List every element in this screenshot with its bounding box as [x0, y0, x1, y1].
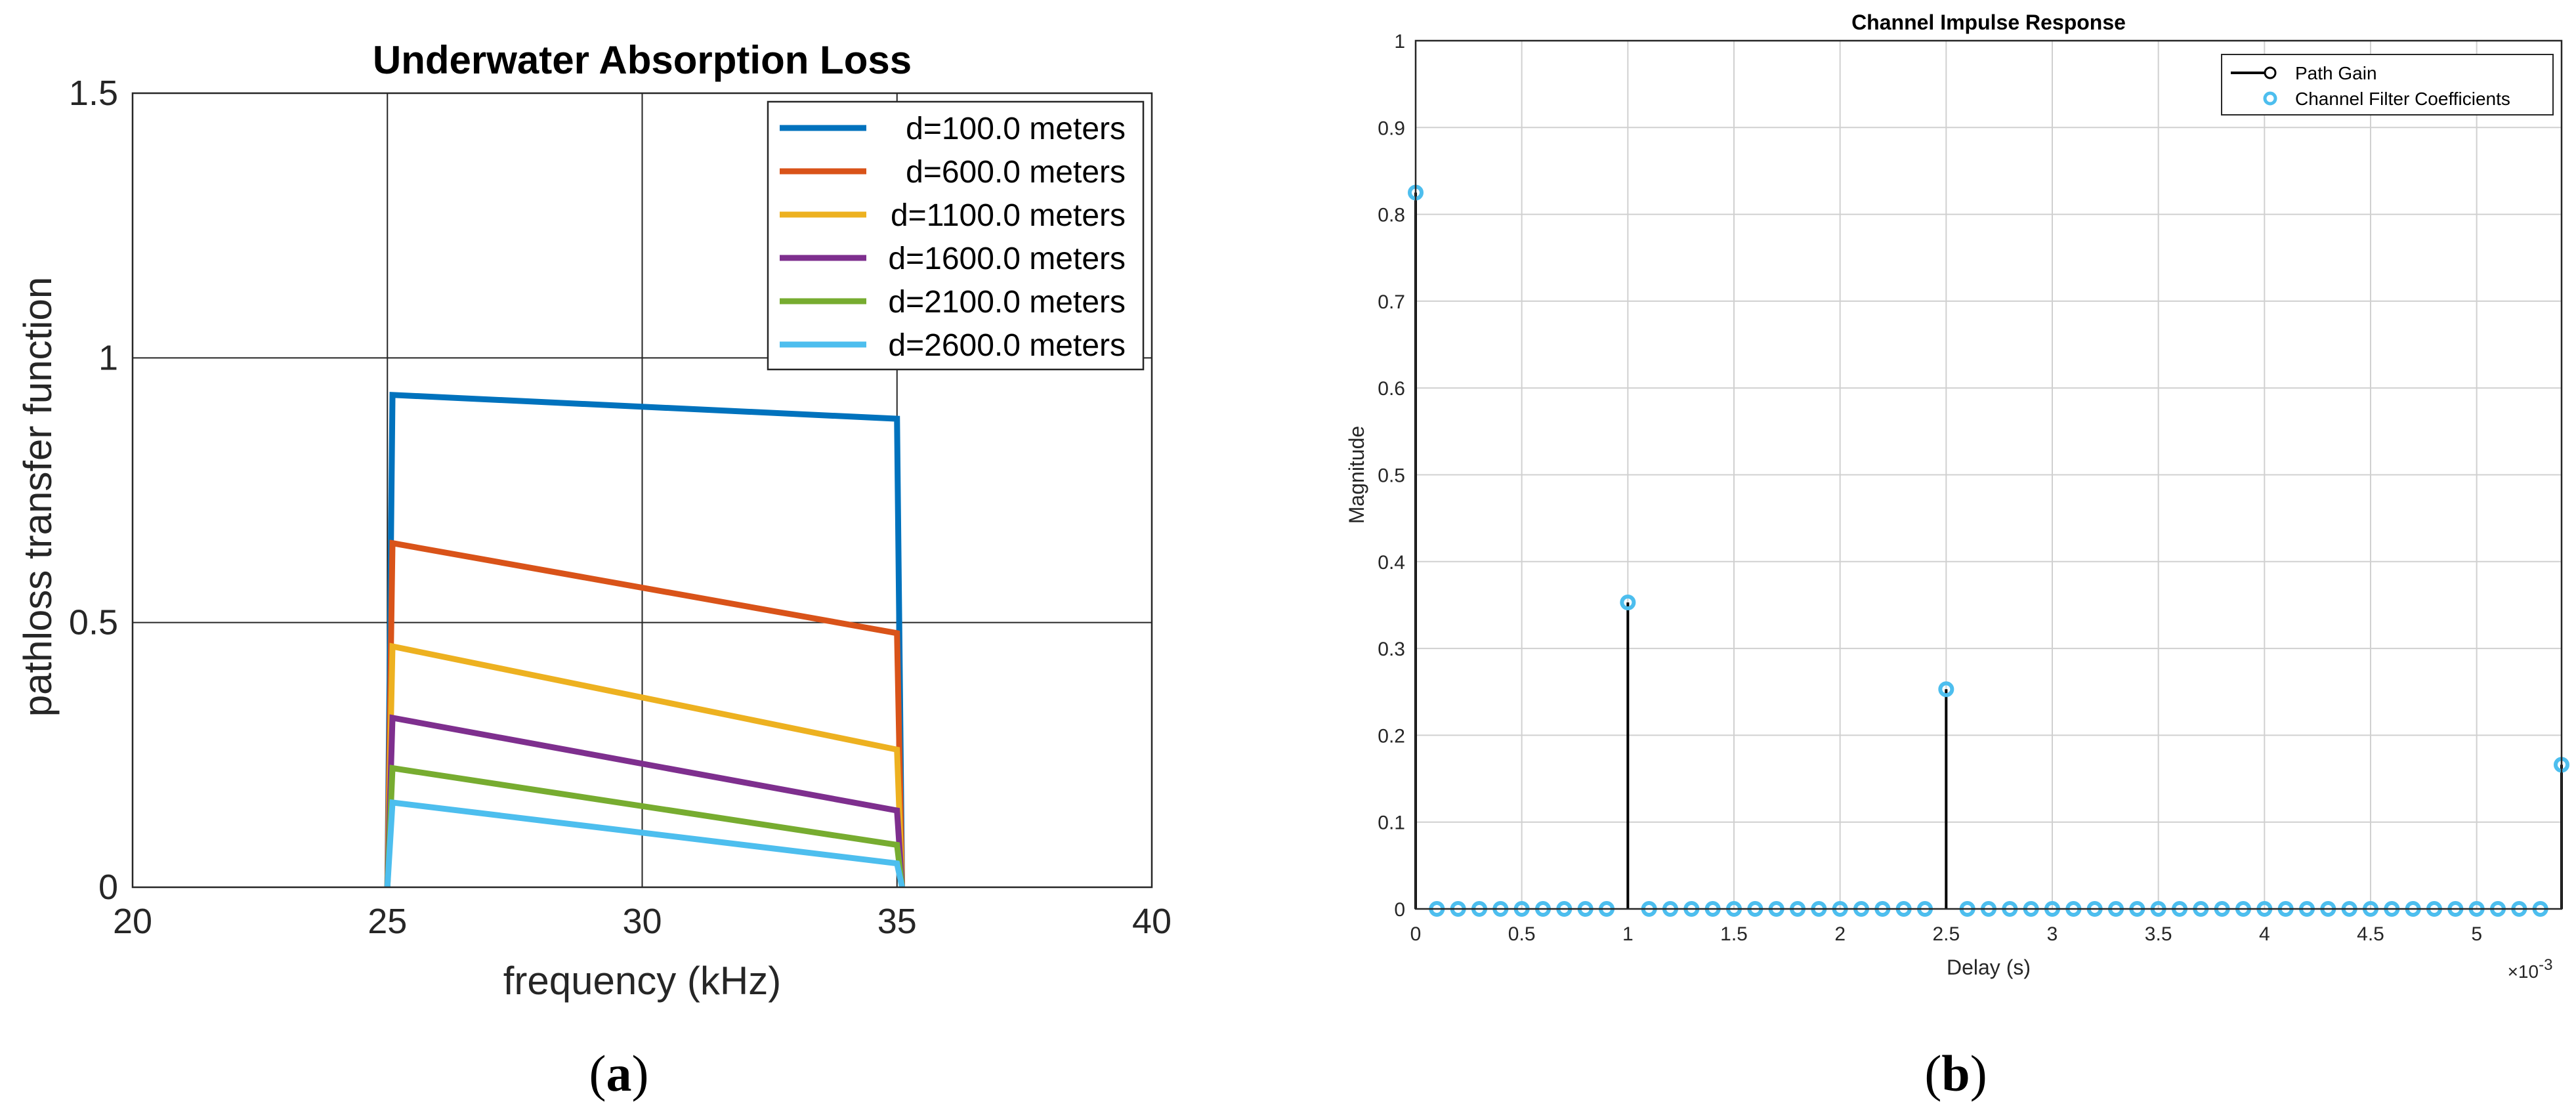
y-tick-label: 0.2: [1378, 725, 1405, 747]
filter-coefficient-marker: [1620, 594, 1636, 610]
y-tick-label: 0.3: [1378, 639, 1405, 660]
plot-frame-b: [1414, 39, 2563, 910]
x-exponent-label: ×10-3: [2508, 956, 2553, 982]
legend-b: [2221, 54, 2554, 116]
y-tick-label: 1.5: [69, 74, 118, 113]
legend-swatch: [2264, 66, 2277, 79]
x-tick-label: 2: [1834, 923, 1846, 945]
y-tick-label: 0.5: [69, 603, 118, 642]
chart-title-a: Underwater Absorption Loss: [373, 38, 912, 82]
y-tick-label: 1: [1394, 31, 1405, 52]
x-tick-label: 25: [368, 902, 407, 941]
filter-coefficient-marker: [1938, 681, 1954, 698]
y-tick-label: 0: [98, 868, 118, 907]
legend-a: [767, 100, 1145, 371]
chart-title-b: Channel Impulse Response: [1851, 10, 2126, 34]
caption-a: (a): [589, 1045, 649, 1102]
x-tick-label: 35: [877, 902, 917, 941]
plot-frame-a: [131, 92, 1153, 889]
y-tick-label: 0.8: [1378, 205, 1405, 226]
y-tick-label: 0.4: [1378, 552, 1405, 574]
legend-label: Path Gain: [2295, 63, 2377, 83]
legend-label: d=600.0 meters: [906, 155, 1126, 190]
chart-b-impulse-response: 0 0.5 1 1.5 2 2.5 3 3.5 4 4.5 5 0 0.1 0.2 0.3 0.4 0.5 0.6…: [1345, 10, 2569, 982]
x-tick-label: 2.5: [1932, 923, 1960, 945]
legend-swatch: [2263, 91, 2277, 106]
x-tick-label: 0.5: [1508, 923, 1536, 945]
legend-label: Channel Filter Coefficients: [2295, 89, 2510, 109]
y-tick-label: 0.1: [1378, 812, 1405, 834]
x-tick-label: 5: [2471, 923, 2482, 945]
y-axis-label-a: pathloss transfer function: [16, 277, 60, 717]
y-tick-label: 0.5: [1378, 465, 1405, 487]
legend-label: d=100.0 meters: [906, 112, 1126, 146]
y-tick-label: 0.9: [1378, 117, 1405, 139]
x-tick-label: 1: [1622, 923, 1634, 945]
x-tick-label: 40: [1132, 902, 1172, 941]
x-tick-label: 3.5: [2145, 923, 2172, 945]
x-tick-label: 20: [113, 902, 152, 941]
y-tick-label: 0.6: [1378, 378, 1405, 400]
legend-label: d=1100.0 meters: [891, 198, 1126, 233]
x-tick-label: 4: [2259, 923, 2270, 945]
x-tick-label: 4.5: [2357, 923, 2384, 945]
series-line: [384, 799, 905, 887]
x-tick-label: 3: [2047, 923, 2058, 945]
legend-label: d=2100.0 meters: [888, 285, 1126, 320]
x-tick-label: 30: [622, 902, 662, 941]
chart-a-absorption-loss: 20 25 30 35 40 0 0.5 1 1.5 d=100.0 meters d=600.0 …: [16, 38, 1172, 1003]
legend-label: d=1600.0 meters: [888, 242, 1126, 276]
x-tick-label: 1.5: [1720, 923, 1748, 945]
y-tick-label: 0.7: [1378, 291, 1405, 313]
legend-label: d=2600.0 meters: [888, 328, 1126, 363]
caption-b: (b): [1924, 1045, 1987, 1102]
x-tick-label: 0: [1410, 923, 1422, 945]
y-tick-label: 1: [98, 338, 118, 377]
y-axis-label-b: Magnitude: [1345, 426, 1368, 524]
y-tick-label: 0: [1394, 899, 1405, 921]
x-axis-label-b: Delay (s): [1947, 956, 2031, 979]
x-axis-label-a: frequency (kHz): [503, 959, 781, 1003]
